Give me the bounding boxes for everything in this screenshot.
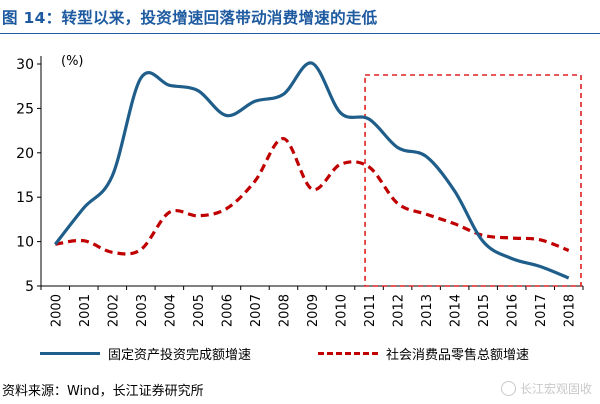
legend-swatch-retail [318,352,378,355]
series-line-fai [54,61,570,280]
labels-layer: 5 10 15 20 25 30 (%) 2000 2001 2002 2003 2004 2005 20… [16,54,578,327]
x-tick-label: 2016 [506,294,521,327]
x-tick-label: 2017 [534,294,549,327]
legend-label-retail: 社会消费品零售总额增速 [386,348,530,363]
x-tick-label: 2009 [306,294,321,327]
x-tick-label: 2000 [49,294,64,327]
y-tick-label: 10 [16,235,34,251]
x-tick-label: 2014 [449,294,464,327]
watermark-icon [500,381,516,396]
y-tick-label: 15 [16,190,34,206]
series-layer [54,61,570,280]
watermark-text: 长江宏观固收 [519,382,592,396]
x-tick-label: 2012 [392,294,407,327]
legend-label-fai: 固定资产投资完成额增速 [108,348,252,363]
y-tick-label: 25 [16,101,34,117]
figure-title: 图 14：转型以来，投资增速回落带动消费增速的走低 [2,9,378,27]
x-tick-label: 2003 [135,294,150,327]
legend-item-fai: 固定资产投资完成额增速 [40,344,251,363]
x-tick-label: 2018 [563,294,578,327]
highlight-box [364,74,582,287]
y-tick-label: 30 [16,57,34,73]
title-divider [0,33,600,34]
x-tick-label: 2010 [335,294,350,327]
x-tick-label: 2006 [220,294,235,327]
legend: 固定资产投资完成额增速 社会消费品零售总额增速 [0,344,600,366]
x-tick-label: 2001 [78,294,93,327]
legend-swatch-fai [40,352,100,355]
line-chart: 5 10 15 20 25 30 (%) 2000 2001 2002 2003 2004 2005 20… [16,54,584,327]
y-tick-label: 5 [25,279,34,295]
series-line-retail [55,137,570,256]
x-tick-label: 2008 [277,294,292,327]
x-tick-label: 2004 [163,294,178,327]
x-tick-label: 2007 [249,294,264,327]
x-tick-label: 2013 [420,294,435,327]
highlight-layer [364,74,582,287]
watermark: 长江宏观固收 [500,380,592,397]
x-tick-label: 2011 [363,294,378,327]
x-tick-label: 2005 [192,294,207,327]
y-tick-label: 20 [16,146,34,162]
source-note: 资料来源：Wind，长江证券研究所 [2,384,204,399]
x-tick-label: 2015 [477,294,492,327]
legend-item-retail: 社会消费品零售总额增速 [318,344,529,363]
x-tick-label: 2002 [106,294,121,327]
y-axis-label: (%) [61,54,84,69]
